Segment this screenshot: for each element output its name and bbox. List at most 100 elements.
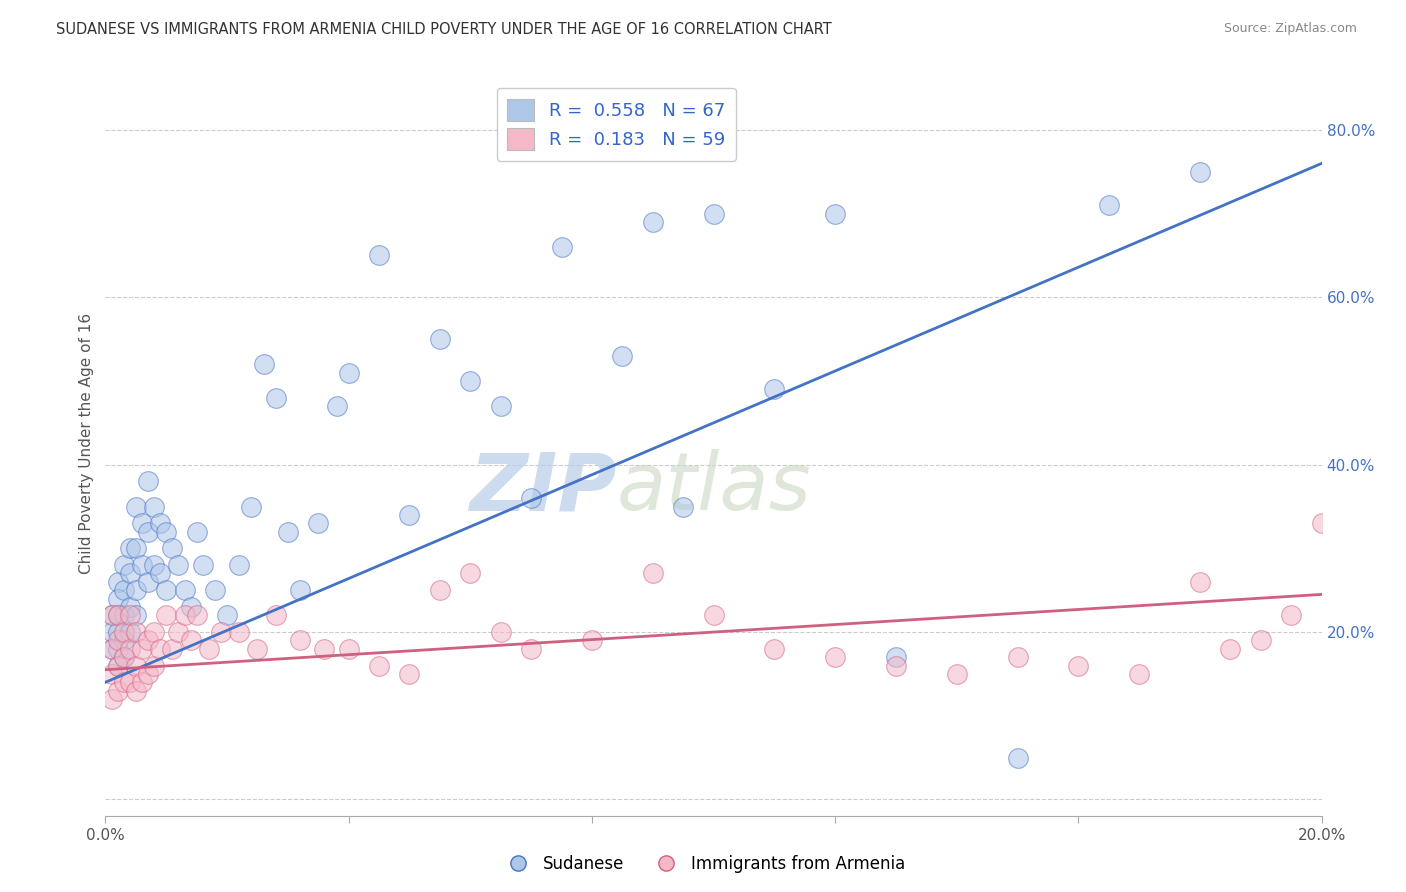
Point <box>100 608 122 623</box>
Point <box>337 366 360 380</box>
Point <box>1188 165 1211 179</box>
Point <box>180 599 202 614</box>
Point <box>1067 658 1090 673</box>
Point <box>107 608 129 623</box>
Point <box>824 650 846 665</box>
Point <box>100 692 122 706</box>
Point <box>118 541 141 556</box>
Point <box>429 583 451 598</box>
Point <box>180 633 202 648</box>
Point <box>162 641 184 656</box>
Point <box>125 500 148 514</box>
Point <box>228 625 250 640</box>
Point <box>458 374 481 388</box>
Point <box>107 658 129 673</box>
Point <box>125 658 148 673</box>
Point <box>550 240 572 254</box>
Point <box>884 650 907 665</box>
Point <box>107 591 129 606</box>
Point <box>368 248 391 262</box>
Y-axis label: Child Poverty Under the Age of 16: Child Poverty Under the Age of 16 <box>79 313 94 574</box>
Point <box>581 633 603 648</box>
Point <box>368 658 391 673</box>
Point <box>186 524 208 539</box>
Point <box>264 391 287 405</box>
Point <box>1007 750 1029 764</box>
Point <box>112 608 135 623</box>
Point <box>136 475 159 489</box>
Point <box>763 641 786 656</box>
Point <box>824 206 846 220</box>
Legend: R =  0.558   N = 67, R =  0.183   N = 59: R = 0.558 N = 67, R = 0.183 N = 59 <box>496 87 735 161</box>
Point <box>143 558 166 573</box>
Point <box>155 608 177 623</box>
Point <box>173 583 195 598</box>
Text: Source: ZipAtlas.com: Source: ZipAtlas.com <box>1223 22 1357 36</box>
Point <box>884 658 907 673</box>
Point <box>149 641 172 656</box>
Point <box>125 625 148 640</box>
Point <box>107 625 129 640</box>
Point <box>167 558 190 573</box>
Point <box>107 658 129 673</box>
Text: ZIP: ZIP <box>468 450 616 527</box>
Point <box>112 558 135 573</box>
Point <box>763 383 786 397</box>
Point <box>112 633 135 648</box>
Point <box>641 215 664 229</box>
Point <box>100 625 122 640</box>
Point <box>143 500 166 514</box>
Point <box>118 566 141 581</box>
Point <box>112 583 135 598</box>
Point <box>125 608 148 623</box>
Point <box>107 608 129 623</box>
Point <box>100 641 122 656</box>
Point <box>143 625 166 640</box>
Point <box>136 574 159 589</box>
Point <box>1007 650 1029 665</box>
Point <box>209 625 232 640</box>
Point <box>136 524 159 539</box>
Point <box>520 491 543 505</box>
Point <box>136 633 159 648</box>
Point <box>125 683 148 698</box>
Point <box>112 675 135 690</box>
Text: SUDANESE VS IMMIGRANTS FROM ARMENIA CHILD POVERTY UNDER THE AGE OF 16 CORRELATIO: SUDANESE VS IMMIGRANTS FROM ARMENIA CHIL… <box>56 22 832 37</box>
Point <box>118 599 141 614</box>
Text: atlas: atlas <box>616 450 811 527</box>
Point <box>131 641 153 656</box>
Point <box>204 583 226 598</box>
Legend: Sudanese, Immigrants from Armenia: Sudanese, Immigrants from Armenia <box>495 848 911 880</box>
Point <box>125 541 148 556</box>
Point <box>100 667 122 681</box>
Point <box>162 541 184 556</box>
Point <box>155 524 177 539</box>
Point <box>198 641 221 656</box>
Point <box>288 583 311 598</box>
Point <box>186 608 208 623</box>
Point <box>240 500 263 514</box>
Point <box>107 641 129 656</box>
Point <box>702 608 725 623</box>
Point <box>458 566 481 581</box>
Point <box>288 633 311 648</box>
Point <box>520 641 543 656</box>
Point <box>112 625 135 640</box>
Point <box>246 641 269 656</box>
Point <box>118 641 141 656</box>
Point <box>1250 633 1272 648</box>
Point <box>143 658 166 673</box>
Point <box>112 650 135 665</box>
Point <box>112 650 135 665</box>
Point <box>136 667 159 681</box>
Point <box>489 399 512 413</box>
Point <box>167 625 190 640</box>
Point <box>314 641 336 656</box>
Point <box>118 608 141 623</box>
Point <box>429 332 451 346</box>
Point <box>945 667 967 681</box>
Point <box>191 558 214 573</box>
Point <box>131 558 153 573</box>
Point <box>398 667 420 681</box>
Point <box>1310 516 1333 531</box>
